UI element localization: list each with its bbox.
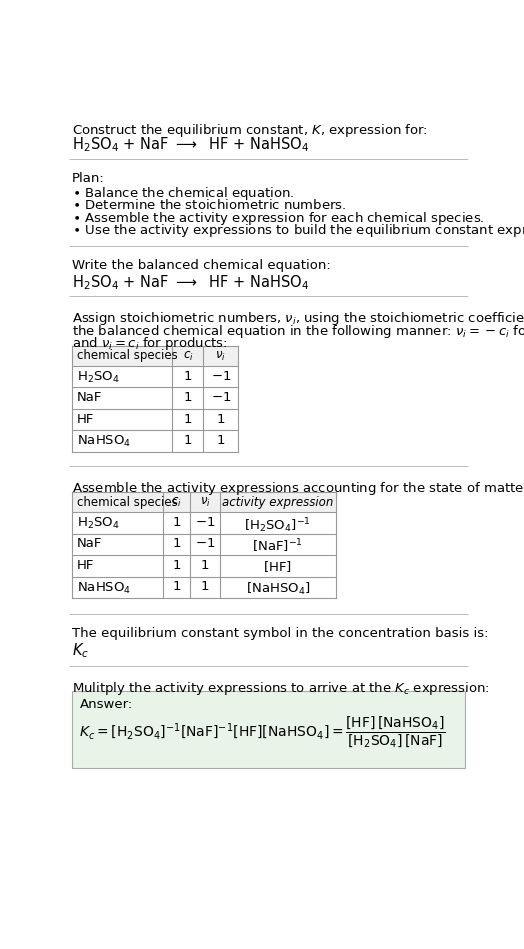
Text: 1: 1 xyxy=(184,369,192,382)
Text: HF: HF xyxy=(77,413,94,426)
Text: $\mathrm{NaHSO_4}$: $\mathrm{NaHSO_4}$ xyxy=(77,581,132,596)
Text: NaF: NaF xyxy=(77,391,103,404)
Text: Write the balanced chemical equation:: Write the balanced chemical equation: xyxy=(72,259,331,272)
Text: $\mathrm{H_2SO_4}$: $\mathrm{H_2SO_4}$ xyxy=(77,516,120,530)
Text: chemical species: chemical species xyxy=(77,349,178,363)
Text: $1$: $1$ xyxy=(200,559,210,572)
Text: $\mathit{K_c}$: $\mathit{K_c}$ xyxy=(72,642,89,661)
Text: $\bullet$ Assemble the activity expression for each chemical species.: $\bullet$ Assemble the activity expressi… xyxy=(72,210,484,227)
Bar xyxy=(72,691,465,768)
Text: Assemble the activity expressions accounting for the state of matter and $\nu_i$: Assemble the activity expressions accoun… xyxy=(72,479,524,496)
Text: Construct the equilibrium constant, $K$, expression for:: Construct the equilibrium constant, $K$,… xyxy=(72,121,428,139)
Text: $K_c = [\mathrm{H_2SO_4}]^{-1}[\mathrm{NaF}]^{-1}[\mathrm{HF}][\mathrm{NaHSO_4}]: $K_c = [\mathrm{H_2SO_4}]^{-1}[\mathrm{N… xyxy=(80,716,446,751)
Text: $\mathrm{H_2SO_4}$ + NaF $\longrightarrow$  HF + $\mathrm{NaHSO_4}$: $\mathrm{H_2SO_4}$ + NaF $\longrightarro… xyxy=(72,273,309,292)
Text: $[\mathrm{NaF}]^{-1}$: $[\mathrm{NaF}]^{-1}$ xyxy=(253,537,303,555)
Text: $-1$: $-1$ xyxy=(195,516,215,529)
Text: $\mathrm{H_2SO_4}$: $\mathrm{H_2SO_4}$ xyxy=(77,369,120,384)
Text: $\mathrm{NaHSO_4}$: $\mathrm{NaHSO_4}$ xyxy=(77,435,132,449)
Text: Assign stoichiometric numbers, $\nu_i$, using the stoichiometric coefficients, $: Assign stoichiometric numbers, $\nu_i$, … xyxy=(72,310,524,327)
Text: $-1$: $-1$ xyxy=(195,537,215,550)
Text: 1: 1 xyxy=(172,559,181,572)
Text: $\bullet$ Balance the chemical equation.: $\bullet$ Balance the chemical equation. xyxy=(72,185,294,202)
Text: 1: 1 xyxy=(184,391,192,404)
Text: $\bullet$ Use the activity expressions to build the equilibrium constant express: $\bullet$ Use the activity expressions t… xyxy=(72,222,524,239)
Text: $\nu_i$: $\nu_i$ xyxy=(200,495,211,509)
Text: $-1$: $-1$ xyxy=(211,391,231,404)
Text: Mulitply the activity expressions to arrive at the $K_c$ expression:: Mulitply the activity expressions to arr… xyxy=(72,679,489,697)
Text: the balanced chemical equation in the following manner: $\nu_i = -c_i$ for react: the balanced chemical equation in the fo… xyxy=(72,323,524,340)
Text: $1$: $1$ xyxy=(200,581,210,593)
Text: 1: 1 xyxy=(184,435,192,447)
Text: activity expression: activity expression xyxy=(222,495,334,509)
Bar xyxy=(72,492,336,512)
Text: $c_i$: $c_i$ xyxy=(171,495,182,509)
Text: $c_i$: $c_i$ xyxy=(182,349,193,363)
Text: Plan:: Plan: xyxy=(72,173,104,185)
Text: $\mathrm{H_2SO_4}$ + NaF $\longrightarrow$  HF + $\mathrm{NaHSO_4}$: $\mathrm{H_2SO_4}$ + NaF $\longrightarro… xyxy=(72,136,309,154)
Text: 1: 1 xyxy=(184,413,192,426)
Text: Answer:: Answer: xyxy=(80,698,133,712)
Text: $-1$: $-1$ xyxy=(211,369,231,382)
Text: $1$: $1$ xyxy=(216,413,225,426)
Text: 1: 1 xyxy=(172,581,181,593)
Text: 1: 1 xyxy=(172,516,181,529)
Text: $\bullet$ Determine the stoichiometric numbers.: $\bullet$ Determine the stoichiometric n… xyxy=(72,197,346,212)
Text: chemical species: chemical species xyxy=(77,495,178,509)
Text: $1$: $1$ xyxy=(216,435,225,447)
Text: The equilibrium constant symbol in the concentration basis is:: The equilibrium constant symbol in the c… xyxy=(72,627,488,641)
Text: $[\mathrm{H_2SO_4}]^{-1}$: $[\mathrm{H_2SO_4}]^{-1}$ xyxy=(245,516,311,534)
Text: $[\mathrm{HF}]$: $[\mathrm{HF}]$ xyxy=(264,559,292,574)
Text: HF: HF xyxy=(77,559,94,572)
Text: 1: 1 xyxy=(172,537,181,550)
Text: $\nu_i$: $\nu_i$ xyxy=(215,349,226,363)
Text: NaF: NaF xyxy=(77,537,103,550)
Text: and $\nu_i = c_i$ for products:: and $\nu_i = c_i$ for products: xyxy=(72,335,227,352)
Bar xyxy=(72,345,238,365)
Text: $[\mathrm{NaHSO_4}]$: $[\mathrm{NaHSO_4}]$ xyxy=(246,581,310,597)
